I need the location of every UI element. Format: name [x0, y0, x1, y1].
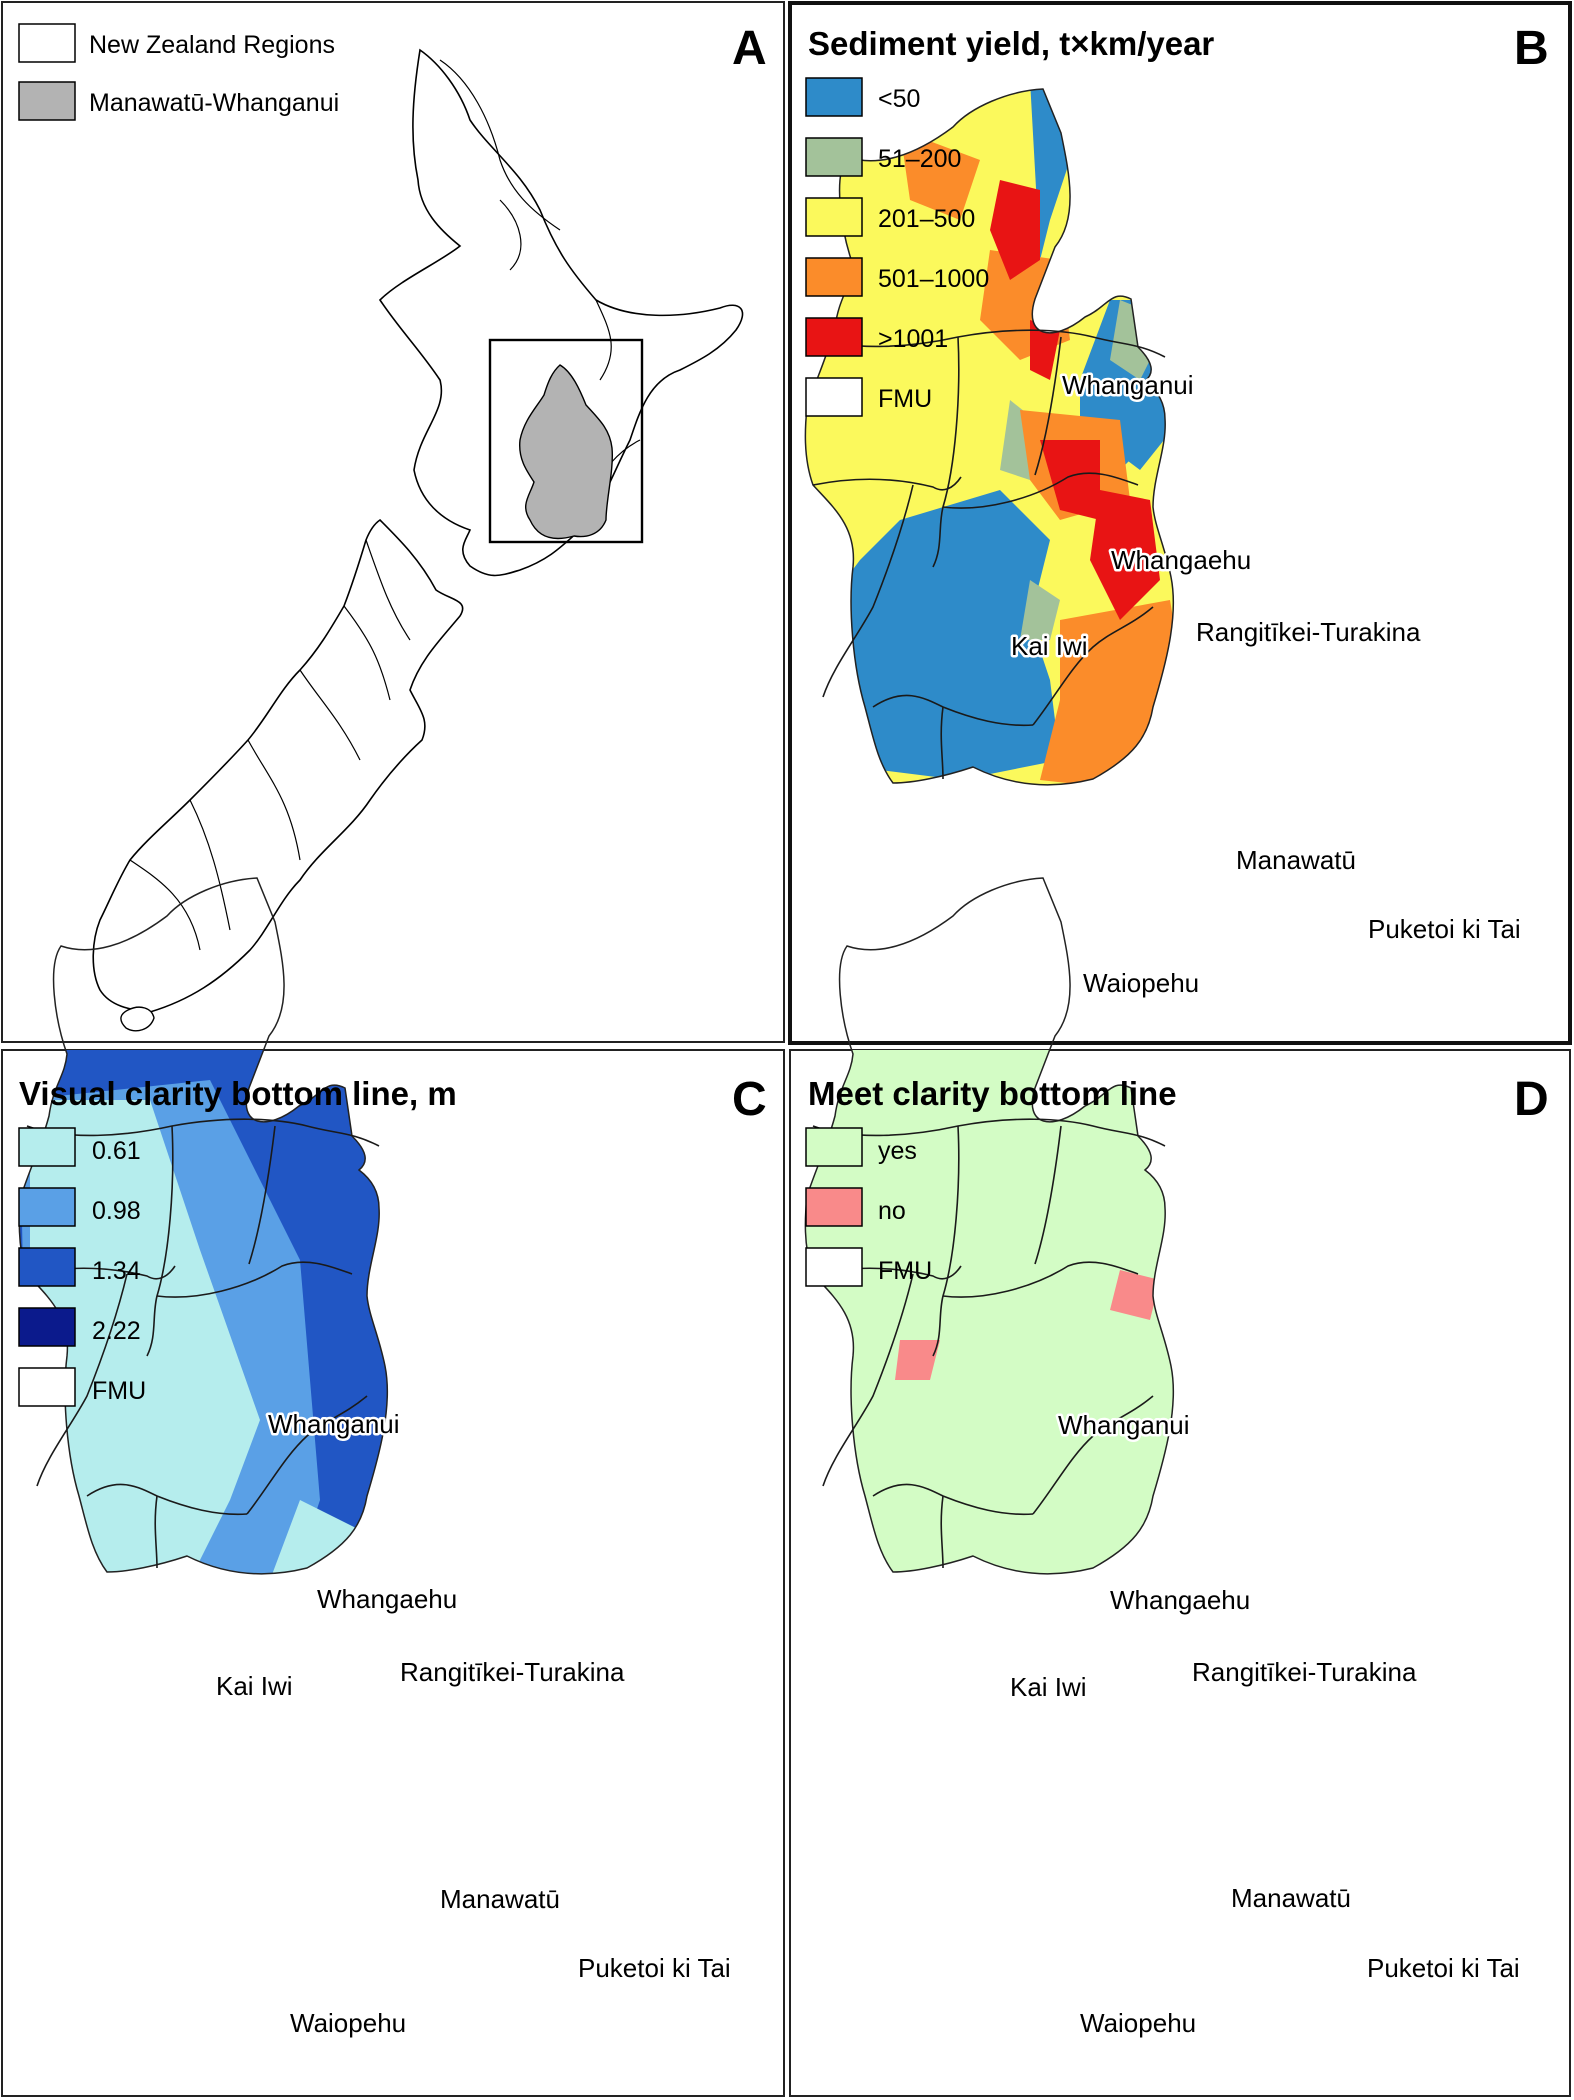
- legend-label-nz-regions: New Zealand Regions: [89, 31, 335, 59]
- fmu-label-kai-iwi-d: Kai Iwi: [1010, 1672, 1087, 1702]
- legend-swatch-098: [18, 1187, 76, 1227]
- panel-b-fmu-labels: Whanganui Whangaehu Kai Iwi Rangitīkei-T…: [1009, 368, 1524, 1001]
- panel-d-fmu-labels: Whanganui Whangaehu Kai Iwi Rangitīkei-T…: [1008, 1408, 1523, 2041]
- legend-swatch-nz-regions: [18, 23, 76, 63]
- fmu-label-rangitikei: Rangitīkei-Turakina: [1196, 617, 1421, 647]
- panel-letter-c: C: [732, 1073, 767, 1126]
- panel-d-title: Meet clarity bottom line: [808, 1075, 1177, 1112]
- legend-label-gt1001: >1001: [878, 325, 948, 353]
- legend-label-fmu-d: FMU: [878, 1257, 932, 1285]
- panel-d: Meet clarity bottom line D yes no FMU Wh…: [789, 877, 1571, 2097]
- legend-swatch-061: [18, 1127, 76, 1167]
- legend-label-manawatu: Manawatū-Whanganui: [89, 89, 339, 117]
- legend-swatch-gt1001: [805, 317, 863, 357]
- legend-swatch-fmu-c: [18, 1367, 76, 1407]
- panel-d-legend: yes no FMU: [805, 1127, 932, 1287]
- panel-c-legend: 0.61 0.98 1.34 2.22 FMU: [18, 1127, 146, 1407]
- fmu-label-manawatu-d: Manawatū: [1231, 1883, 1351, 1913]
- legend-label-no: no: [878, 1197, 906, 1225]
- panel-letter-d: D: [1514, 1073, 1549, 1126]
- inset-box: [488, 338, 644, 544]
- legend-label-fmu: FMU: [878, 385, 932, 413]
- legend-label-134: 1.34: [92, 1257, 141, 1285]
- fmu-label-whanganui-c: Whanganui: [268, 1409, 400, 1439]
- legend-swatch-134: [18, 1247, 76, 1287]
- fmu-label-kai-iwi-c: Kai Iwi: [216, 1671, 293, 1701]
- north-island: [378, 48, 744, 577]
- fmu-label-whangaehu-c: Whangaehu: [317, 1584, 457, 1614]
- panel-letter-a: A: [732, 22, 767, 75]
- panel-c: Visual clarity bottom line, m C 0.61 0.9…: [1, 877, 785, 2097]
- legend-label-51-200: 51–200: [878, 145, 961, 173]
- legend-label-201-500: 201–500: [878, 205, 975, 233]
- legend-swatch-501-1000: [805, 257, 863, 297]
- fmu-label-manawatu: Manawatū: [1236, 845, 1356, 875]
- fmu-label-puketoi-c: Puketoi ki Tai: [578, 1953, 731, 1983]
- legend-label-501-1000: 501–1000: [878, 265, 989, 293]
- panel-letter-b: B: [1514, 22, 1549, 75]
- fmu-label-whangaehu-d: Whangaehu: [1110, 1585, 1250, 1615]
- fmu-label-whanganui: Whanganui: [1062, 370, 1194, 400]
- fmu-label-waiopehu: Waiopehu: [1083, 968, 1199, 998]
- fmu-label-waiopehu-c: Waiopehu: [290, 2008, 406, 2038]
- panel-a: New Zealand Regions Manawatū-Whanganui A: [1, 1, 785, 1043]
- legend-label-222: 2.22: [92, 1317, 141, 1345]
- panel-b-legend: <50 51–200 201–500 501–1000 >1001 FMU: [805, 77, 989, 417]
- legend-label-lt50: <50: [878, 85, 920, 113]
- legend-swatch-no: [805, 1187, 863, 1227]
- legend-swatch-51-200: [805, 137, 863, 177]
- panel-b: Sediment yield, t×km/year B <50 51–200 2…: [788, 1, 1572, 1045]
- manawatu-whanganui-region: [518, 364, 614, 540]
- fmu-label-rangitikei-d: Rangitīkei-Turakina: [1192, 1657, 1417, 1687]
- fmu-label-puketoi-d: Puketoi ki Tai: [1367, 1953, 1520, 1983]
- fmu-label-whangaehu: Whangaehu: [1111, 545, 1251, 575]
- fmu-label-whanganui-d: Whanganui: [1058, 1410, 1190, 1440]
- fmu-label-manawatu-c: Manawatū: [440, 1884, 560, 1914]
- legend-label-fmu-c: FMU: [92, 1377, 146, 1405]
- legend-swatch-fmu-d: [805, 1247, 863, 1287]
- fmu-label-waiopehu-d: Waiopehu: [1080, 2008, 1196, 2038]
- panel-c-title: Visual clarity bottom line, m: [19, 1075, 457, 1112]
- legend-swatch-fmu: [805, 377, 863, 417]
- panel-b-title: Sediment yield, t×km/year: [808, 25, 1214, 62]
- legend-swatch-lt50: [805, 77, 863, 117]
- legend-label-061: 0.61: [92, 1137, 141, 1165]
- fmu-label-puketoi: Puketoi ki Tai: [1368, 914, 1521, 944]
- fmu-label-kai-iwi: Kai Iwi: [1011, 631, 1088, 661]
- legend-label-098: 0.98: [92, 1197, 141, 1225]
- legend-swatch-201-500: [805, 197, 863, 237]
- south-island-regions: [129, 539, 411, 951]
- legend-label-yes: yes: [878, 1137, 917, 1165]
- meet-clarity-map: [805, 1050, 1174, 1574]
- legend-swatch-manawatu: [18, 81, 76, 121]
- fmu-label-rangitikei-c: Rangitīkei-Turakina: [400, 1657, 625, 1687]
- legend-swatch-yes: [805, 1127, 863, 1167]
- panel-c-fmu-labels: Whanganui Whangaehu Kai Iwi Rangitīkei-T…: [214, 1407, 734, 2041]
- stewart-island: [120, 1006, 155, 1032]
- northland-detail: [439, 59, 641, 501]
- legend-swatch-222: [18, 1307, 76, 1347]
